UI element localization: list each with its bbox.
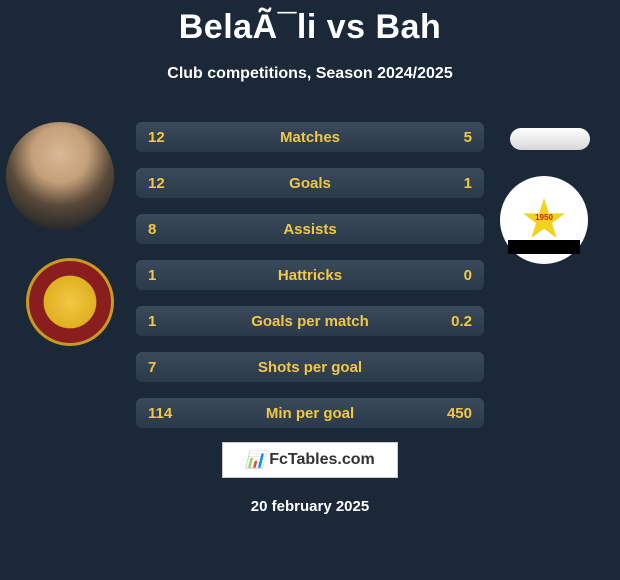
stat-row-goals: 12 Goals 1 xyxy=(136,168,484,198)
stat-label: Matches xyxy=(198,129,422,146)
stat-label: Min per goal xyxy=(198,405,422,422)
stat-label: Hattricks xyxy=(198,267,422,284)
stat-left-value: 8 xyxy=(148,221,198,238)
stat-left-value: 12 xyxy=(148,175,198,192)
stat-left-value: 7 xyxy=(148,359,198,376)
stat-right-value: 5 xyxy=(422,129,472,146)
page-title: BelaÃ¯li vs Bah xyxy=(0,0,620,47)
chart-icon: 📊 xyxy=(245,450,265,470)
logo-text: FcTables.com xyxy=(269,451,375,469)
stat-left-value: 1 xyxy=(148,267,198,284)
stat-label: Shots per goal xyxy=(198,359,422,376)
stat-row-goals-per-match: 1 Goals per match 0.2 xyxy=(136,306,484,336)
stat-right-value: 450 xyxy=(422,405,472,422)
stat-label: Goals xyxy=(198,175,422,192)
left-club-badge xyxy=(26,258,114,346)
stat-row-assists: 8 Assists xyxy=(136,214,484,244)
stat-row-matches: 12 Matches 5 xyxy=(136,122,484,152)
stat-row-hattricks: 1 Hattricks 0 xyxy=(136,260,484,290)
stat-label: Goals per match xyxy=(198,313,422,330)
right-club-year: 1950 xyxy=(535,213,553,222)
footer-date: 20 february 2025 xyxy=(0,498,620,515)
stats-container: 12 Matches 5 12 Goals 1 8 Assists 1 Hatt… xyxy=(136,122,484,444)
fctables-logo[interactable]: 📊 FcTables.com xyxy=(222,442,398,478)
stat-left-value: 114 xyxy=(148,405,198,422)
right-player-photo xyxy=(510,128,590,150)
stat-left-value: 12 xyxy=(148,129,198,146)
stat-row-shots-per-goal: 7 Shots per goal xyxy=(136,352,484,382)
stat-right-value: 1 xyxy=(422,175,472,192)
stat-label: Assists xyxy=(198,221,422,238)
stat-right-value: 0.2 xyxy=(422,313,472,330)
right-club-badge: 1950 xyxy=(500,176,588,264)
stat-right-value: 0 xyxy=(422,267,472,284)
left-player-photo xyxy=(6,122,114,230)
stat-left-value: 1 xyxy=(148,313,198,330)
stat-row-min-per-goal: 114 Min per goal 450 xyxy=(136,398,484,428)
page-subtitle: Club competitions, Season 2024/2025 xyxy=(0,65,620,83)
right-club-stripe xyxy=(508,240,580,254)
